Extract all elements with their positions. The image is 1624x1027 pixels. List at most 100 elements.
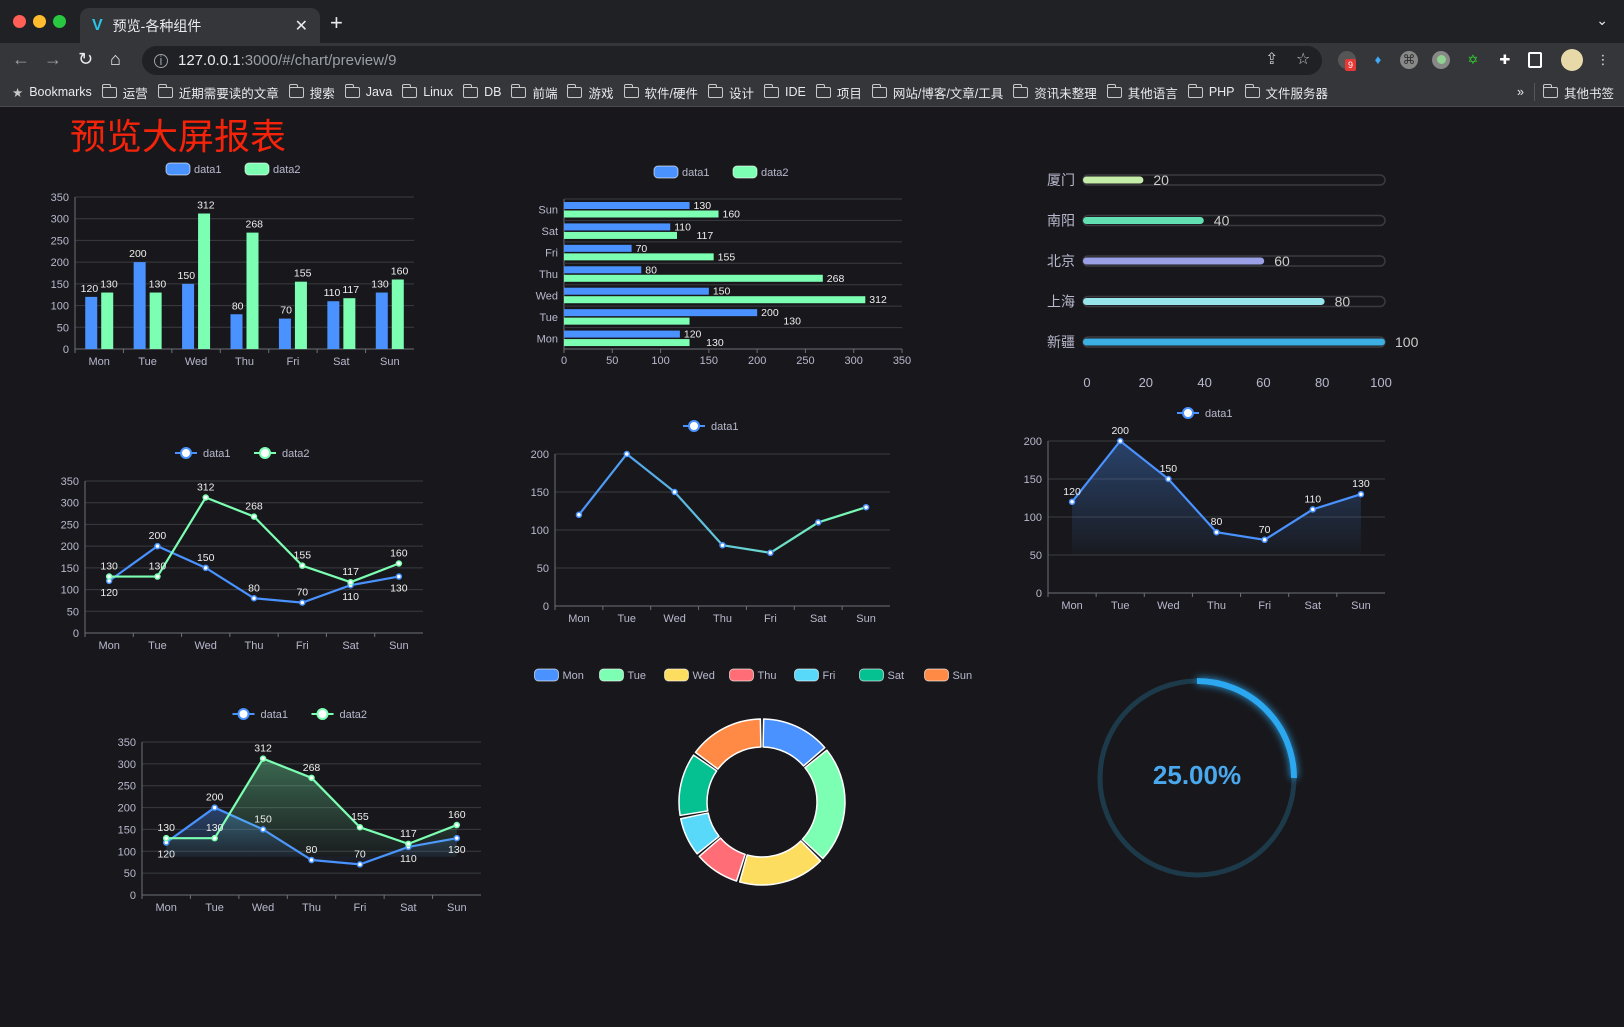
bookmark-star-icon[interactable]: ☆ xyxy=(1296,51,1311,68)
diamond-extension-icon[interactable]: ♦ xyxy=(1374,52,1382,67)
data-label: 130 xyxy=(371,279,389,291)
bookmark-label: 运营 xyxy=(122,86,148,101)
bookmark-folder-other[interactable]: 其他书签 xyxy=(1542,83,1614,102)
command-extension-icon[interactable]: ⌘ xyxy=(1400,51,1418,69)
category-label: 新疆 xyxy=(1047,334,1075,350)
bookmark-folder[interactable]: 其他语言 xyxy=(1106,83,1178,102)
data-point xyxy=(719,541,726,549)
x-tick-label: 350 xyxy=(893,355,911,367)
more-bookmarks-button[interactable]: » xyxy=(1517,85,1524,99)
bookmark-label: Java xyxy=(365,85,393,99)
profile-avatar[interactable] xyxy=(1561,49,1583,71)
address-bar[interactable]: i 127.0.0.1:3000/#/chart/preview/9 xyxy=(142,46,1322,75)
bookmark-folder[interactable]: 项目 xyxy=(815,83,862,102)
bookmark-folder[interactable]: 软件/硬件 xyxy=(623,83,698,102)
extension-icon[interactable]: 9 xyxy=(1338,51,1356,71)
y-tick-label: 100 xyxy=(61,585,79,597)
site-info-icon[interactable]: i xyxy=(154,53,168,68)
bar-data1 xyxy=(278,318,291,349)
share-icon[interactable]: ⇪ xyxy=(1265,51,1279,68)
extensions-puzzle-icon[interactable]: ✚ xyxy=(1499,52,1511,67)
data-label: 155 xyxy=(718,251,736,263)
maximize-window-button[interactable] xyxy=(53,15,66,28)
legend-marker xyxy=(1182,407,1194,419)
back-icon[interactable]: ← xyxy=(12,49,30,69)
close-tab-icon[interactable]: ✕ xyxy=(294,17,308,35)
bookmark-folder[interactable]: 运营 xyxy=(101,83,148,102)
pie-slice-Sun xyxy=(694,718,762,770)
minimize-window-button[interactable] xyxy=(33,15,46,28)
data-label: 155 xyxy=(294,268,312,280)
data-point xyxy=(250,513,258,520)
browser-toolbar: ← → ↻ ⌂ i 127.0.0.1:3000/#/chart/preview… xyxy=(0,43,1624,78)
gauge-value-label: 25.00% xyxy=(1152,760,1242,790)
close-window-button[interactable] xyxy=(13,15,26,28)
data-point xyxy=(356,861,364,868)
folder-icon xyxy=(707,83,723,98)
bar-data2 xyxy=(343,298,356,349)
data-label: 70 xyxy=(296,587,308,599)
data-label: 70 xyxy=(636,243,648,255)
bookmark-label: 软件/硬件 xyxy=(644,86,698,101)
bookmarks-root[interactable]: ★ Bookmarks xyxy=(12,85,92,100)
y-tick-label: 0 xyxy=(543,601,549,613)
x-tick-label: Fri xyxy=(296,640,309,652)
bookmark-label: DB xyxy=(484,85,502,99)
y-tick-label: Fri xyxy=(545,248,558,260)
x-tick-label: Wed xyxy=(195,640,217,652)
bookmark-folder[interactable]: 搜索 xyxy=(288,83,335,102)
area-chart-single: 0 50 100 150 200 Mon Tue Wed Thu Fri Sat Sun data1 12… xyxy=(1024,407,1385,612)
data-label: 120 xyxy=(1063,486,1081,498)
bookmark-folder[interactable]: 文件服务器 xyxy=(1244,83,1328,102)
bookmark-folder[interactable]: 游戏 xyxy=(567,83,614,102)
forward-icon[interactable]: → xyxy=(44,49,62,69)
progress-fill xyxy=(1083,257,1265,265)
bookmark-label: 设计 xyxy=(728,86,754,101)
bar-data1 xyxy=(564,244,632,252)
data-point xyxy=(453,821,461,829)
x-tick-label: Sat xyxy=(1305,600,1322,612)
pie-slice-Sat xyxy=(678,754,718,817)
star-extension-icon[interactable]: ✡ xyxy=(1467,52,1479,67)
category-label: 南阳 xyxy=(1047,213,1075,229)
reload-icon[interactable]: ↻ xyxy=(78,49,94,69)
x-tick-label: 0 xyxy=(1083,375,1090,390)
bookmark-folder[interactable]: Java xyxy=(344,83,393,102)
x-tick-label: Thu xyxy=(235,356,254,368)
bookmark-folder[interactable]: 网站/博客/文章/工具 xyxy=(871,83,1003,102)
bookmark-folder[interactable]: 设计 xyxy=(707,83,754,102)
area-chart-two-series: 0 50 100 150 200 250 300 350 Mon Tue Wed Thu Fri Sat S… xyxy=(118,708,481,914)
bookmark-folder[interactable]: DB xyxy=(463,83,501,102)
x-tick-label: Thu xyxy=(245,640,264,652)
data-point xyxy=(356,823,364,831)
circle-extension-icon[interactable] xyxy=(1432,51,1450,69)
legend-swatch xyxy=(653,165,679,179)
progress-fill xyxy=(1083,217,1204,224)
legend-label: data2 xyxy=(282,448,310,460)
side-panel-icon[interactable] xyxy=(1528,52,1542,68)
x-tick-label: Sat xyxy=(400,902,417,914)
data-point xyxy=(308,774,315,782)
new-tab-button[interactable]: + xyxy=(330,10,343,35)
y-tick-label: 100 xyxy=(118,846,136,858)
data-point xyxy=(105,573,113,580)
tab-search-chevron-icon[interactable]: ⌄ xyxy=(1596,12,1608,28)
bookmark-folder[interactable]: Linux xyxy=(402,83,453,102)
menu-kebab-icon[interactable]: ⋮ xyxy=(1596,52,1610,67)
value-label: 40 xyxy=(1214,213,1230,229)
bookmark-folder[interactable]: IDE xyxy=(764,83,806,102)
home-icon[interactable]: ⌂ xyxy=(110,49,121,69)
data-label: 130 xyxy=(390,583,408,595)
bookmark-folder[interactable]: 前端 xyxy=(511,83,557,102)
data-label: 268 xyxy=(303,762,321,774)
bookmark-folder[interactable]: 近期需要读的文章 xyxy=(157,83,279,102)
browser-tab[interactable]: V 预览-各种组件 ✕ xyxy=(80,8,320,43)
x-tick-label: Sun xyxy=(856,613,876,625)
bookmark-folder[interactable]: 资讯未整理 xyxy=(1013,83,1097,102)
legend-label: data1 xyxy=(261,709,289,721)
x-tick-label: Mon xyxy=(89,356,110,368)
data-label: 117 xyxy=(342,566,359,578)
legend-label: data2 xyxy=(340,709,368,721)
bookmark-folder[interactable]: PHP xyxy=(1187,83,1235,102)
data-point xyxy=(154,542,161,550)
